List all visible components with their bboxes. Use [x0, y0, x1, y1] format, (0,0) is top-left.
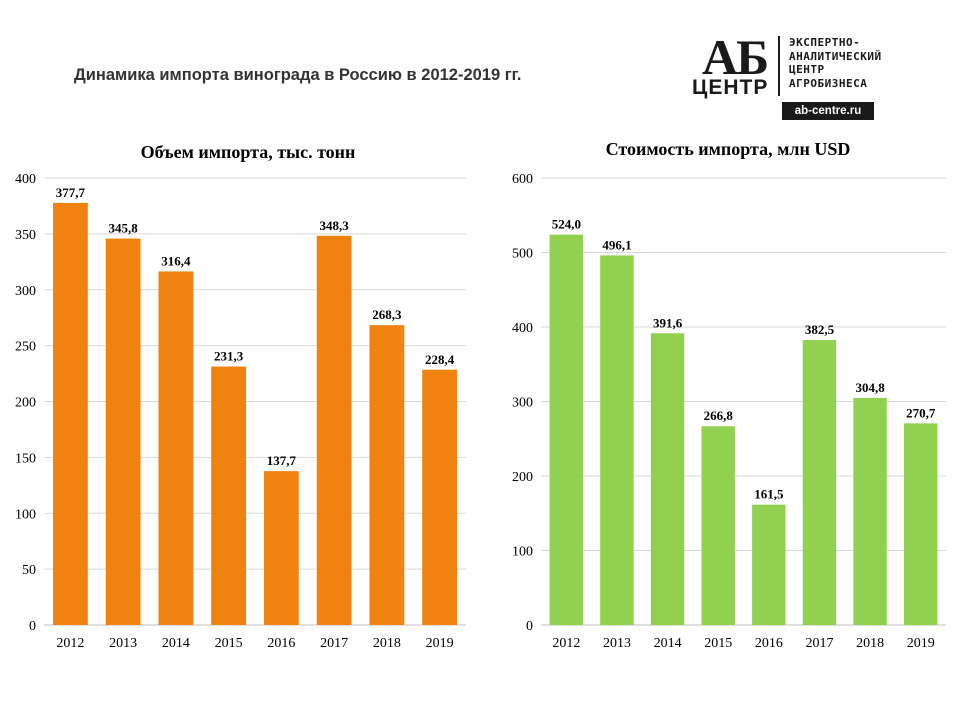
value-data-label: 161,5: [754, 487, 784, 502]
value-y-tick-label: 400: [512, 321, 533, 336]
value-bar: [650, 333, 685, 625]
value-category-label: 2013: [603, 636, 631, 651]
volume-y-tick-label: 300: [15, 284, 36, 299]
logo-center-text: ЦЕНТР: [692, 76, 769, 99]
value-data-label: 382,5: [805, 322, 835, 337]
logo-divider: [778, 36, 780, 96]
volume-bar: [52, 202, 88, 625]
volume-y-tick-label: 250: [15, 340, 36, 355]
value-category-label: 2019: [907, 636, 935, 651]
logo-url: ab-centre.ru: [782, 102, 874, 120]
value-bar: [903, 423, 938, 625]
volume-category-label: 2013: [109, 636, 137, 651]
value-category-label: 2018: [856, 636, 884, 651]
volume-y-tick-label: 400: [15, 172, 36, 187]
value-data-label: 270,7: [906, 405, 936, 420]
value-y-tick-label: 0: [526, 619, 533, 634]
value-chart-title: Стоимость импорта, млн USD: [606, 139, 851, 159]
value-data-label: 524,0: [552, 217, 581, 232]
value-category-label: 2016: [755, 636, 783, 651]
volume-bar: [369, 325, 405, 625]
logo-mark: АБ ЦЕНТР: [688, 29, 778, 99]
volume-y-tick-label: 0: [29, 619, 36, 634]
volume-bar: [263, 471, 299, 625]
volume-y-tick-label: 350: [15, 228, 36, 243]
ab-centre-logo: АБ ЦЕНТР ЭКСПЕРТНО- АНАЛИТИЧЕСКИЙ ЦЕНТР …: [688, 29, 933, 124]
volume-data-label: 228,4: [425, 352, 455, 367]
logo-ab-text: АБ: [702, 29, 769, 85]
volume-data-label: 316,4: [161, 253, 191, 268]
value-bar: [600, 255, 634, 625]
value-y-tick-label: 100: [512, 545, 533, 560]
volume-bar: [316, 235, 352, 625]
value-y-tick-label: 200: [512, 470, 533, 485]
volume-data-label: 268,3: [372, 307, 402, 322]
volume-data-label: 345,8: [109, 221, 139, 236]
value-bar: [802, 340, 837, 625]
value-category-label: 2017: [805, 636, 833, 651]
volume-category-label: 2017: [320, 636, 348, 651]
volume-y-tick-label: 50: [22, 563, 36, 578]
page-title: Динамика импорта винограда в Россию в 20…: [74, 66, 522, 84]
value-category-label: 2014: [654, 636, 682, 651]
value-category-label: 2012: [552, 636, 580, 651]
volume-bar: [105, 238, 141, 626]
volume-bar: [211, 366, 247, 625]
volume-data-label: 231,3: [214, 349, 244, 364]
value-data-label: 266,8: [704, 408, 734, 423]
logo-line: АНАЛИТИЧЕСКИЙ: [789, 49, 882, 63]
logo-line: АГРОБИЗНЕСА: [789, 76, 868, 90]
volume-category-label: 2015: [215, 636, 243, 651]
volume-y-tick-label: 150: [15, 451, 36, 466]
volume-category-label: 2014: [162, 636, 190, 651]
volume-y-tick-label: 200: [15, 396, 36, 411]
value-bar: [701, 426, 735, 625]
volume-y-tick-label: 100: [15, 507, 36, 522]
volume-category-label: 2016: [267, 636, 295, 651]
volume-data-label: 377,7: [56, 185, 86, 200]
value-bar: [549, 234, 584, 625]
volume-bar: [158, 271, 194, 625]
value-bar: [853, 397, 887, 625]
value-category-label: 2015: [704, 636, 732, 651]
volume-category-label: 2018: [373, 636, 401, 651]
value-data-label: 304,8: [855, 380, 885, 395]
value-y-tick-label: 300: [512, 396, 533, 411]
value-data-label: 496,1: [602, 237, 631, 252]
volume-data-label: 348,3: [320, 218, 350, 233]
volume-category-label: 2019: [426, 636, 454, 651]
value-data-label: 391,6: [653, 315, 683, 330]
logo-line: ЭКСПЕРТНО-: [789, 36, 861, 49]
logo-line: ЦЕНТР: [789, 63, 825, 76]
volume-chart-title: Объем импорта, тыс. тонн: [141, 142, 356, 162]
volume-category-label: 2012: [56, 636, 84, 651]
value-y-tick-label: 600: [512, 172, 533, 187]
value-bar: [752, 504, 786, 625]
volume-data-label: 137,7: [267, 453, 297, 468]
value-y-tick-label: 500: [512, 247, 533, 262]
volume-bar: [422, 369, 458, 625]
logo-caption: ЭКСПЕРТНО- АНАЛИТИЧЕСКИЙ ЦЕНТР АГРОБИЗНЕ…: [789, 36, 882, 90]
